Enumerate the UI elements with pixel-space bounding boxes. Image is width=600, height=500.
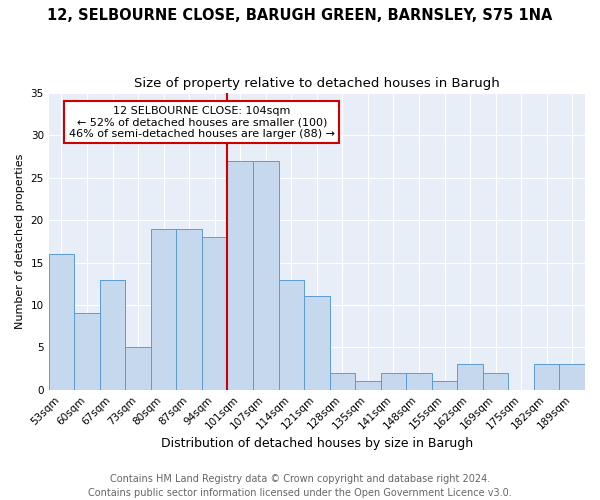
Bar	[406, 373, 432, 390]
Bar	[74, 314, 100, 390]
Y-axis label: Number of detached properties: Number of detached properties	[15, 154, 25, 329]
Bar	[100, 280, 125, 390]
Bar	[355, 381, 380, 390]
Bar	[534, 364, 559, 390]
Bar	[151, 228, 176, 390]
Bar	[125, 348, 151, 390]
Text: Contains HM Land Registry data © Crown copyright and database right 2024.
Contai: Contains HM Land Registry data © Crown c…	[88, 474, 512, 498]
Bar	[559, 364, 585, 390]
Bar	[432, 381, 457, 390]
Text: 12, SELBOURNE CLOSE, BARUGH GREEN, BARNSLEY, S75 1NA: 12, SELBOURNE CLOSE, BARUGH GREEN, BARNS…	[47, 8, 553, 22]
X-axis label: Distribution of detached houses by size in Barugh: Distribution of detached houses by size …	[161, 437, 473, 450]
Bar	[329, 373, 355, 390]
Bar	[49, 254, 74, 390]
Text: 12 SELBOURNE CLOSE: 104sqm
← 52% of detached houses are smaller (100)
46% of sem: 12 SELBOURNE CLOSE: 104sqm ← 52% of deta…	[69, 106, 335, 139]
Bar	[483, 373, 508, 390]
Bar	[202, 237, 227, 390]
Bar	[278, 280, 304, 390]
Bar	[227, 161, 253, 390]
Bar	[457, 364, 483, 390]
Bar	[176, 228, 202, 390]
Title: Size of property relative to detached houses in Barugh: Size of property relative to detached ho…	[134, 78, 500, 90]
Bar	[253, 161, 278, 390]
Bar	[304, 296, 329, 390]
Bar	[380, 373, 406, 390]
